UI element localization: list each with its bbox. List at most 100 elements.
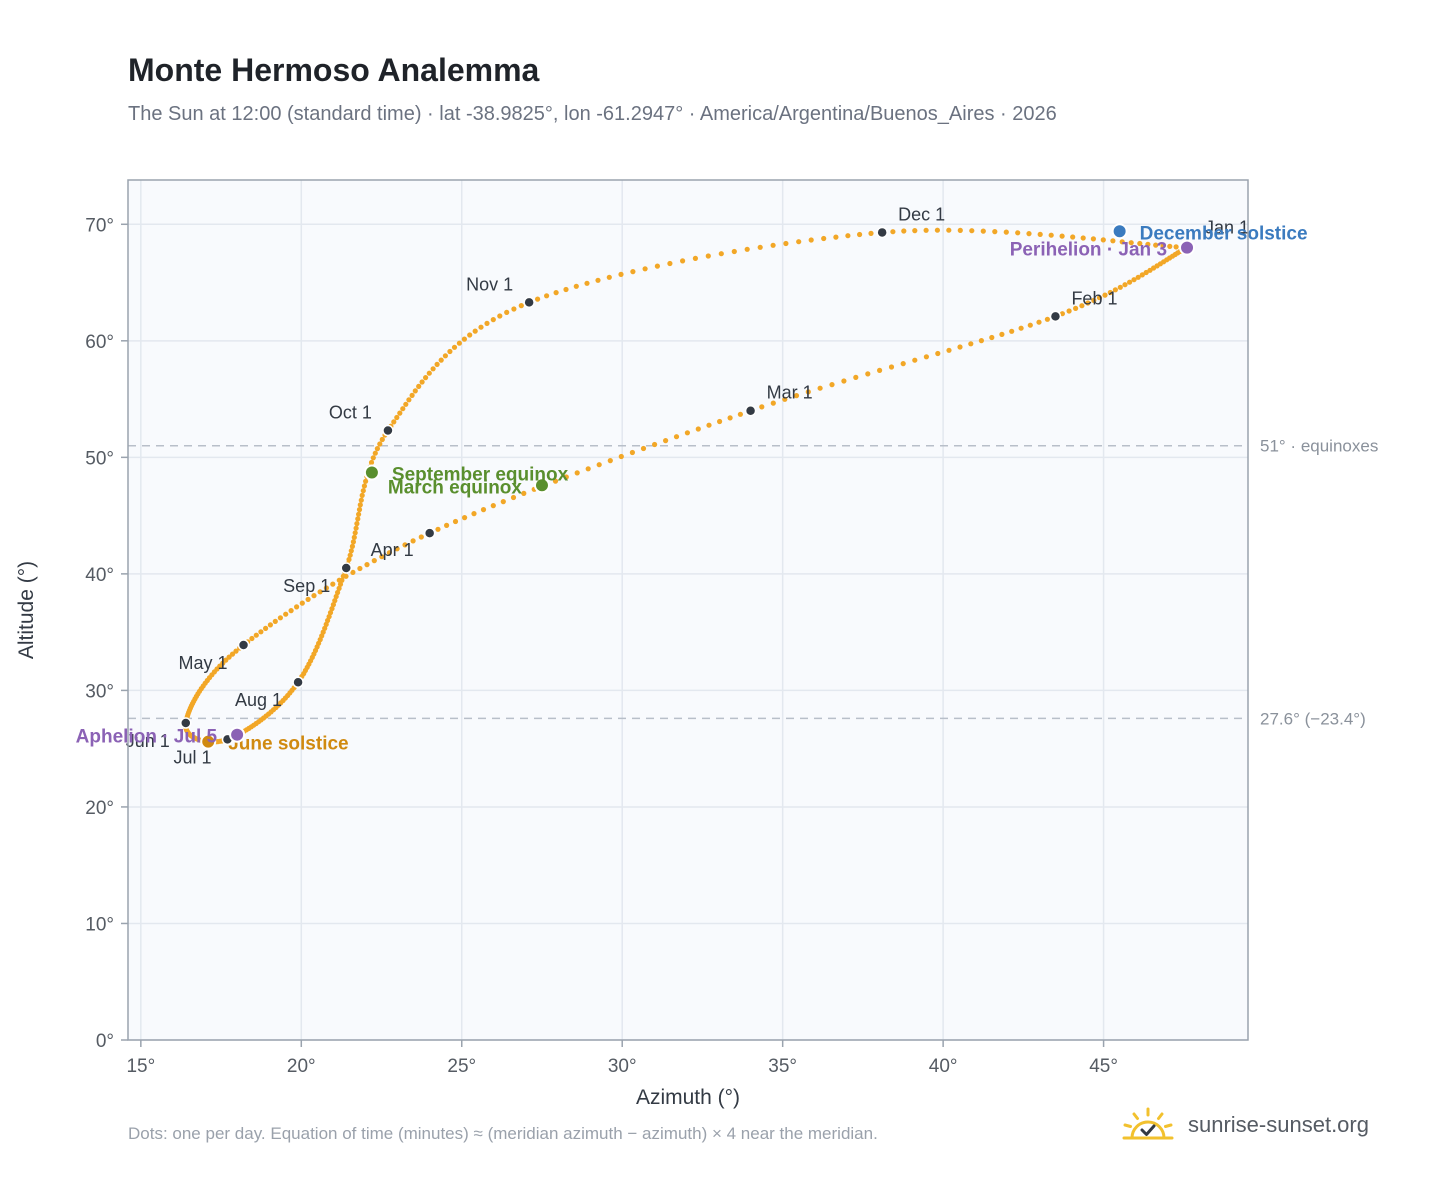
day-dot: [1090, 236, 1096, 242]
day-dot: [497, 313, 503, 319]
month-label: Feb 1: [1071, 288, 1117, 308]
day-dot: [416, 383, 422, 389]
day-dot: [574, 470, 580, 476]
day-dot: [573, 283, 579, 289]
day-dot: [521, 490, 527, 496]
day-dot: [325, 617, 331, 624]
day-dot: [1048, 232, 1054, 238]
chart-title: Monte Hermoso Analemma: [128, 52, 540, 88]
day-dot: [912, 357, 918, 363]
day-dot: [717, 418, 723, 425]
day-dot: [418, 534, 424, 540]
day-dot: [1145, 241, 1151, 247]
month-marker: [382, 424, 394, 437]
day-dot: [783, 240, 789, 247]
day-dot: [322, 625, 328, 631]
day-dot: [606, 274, 612, 280]
event-marker: [533, 477, 550, 494]
day-dot: [957, 227, 963, 233]
day-dot: [654, 263, 661, 269]
plot-background: [128, 180, 1248, 1040]
brand-logo[interactable]: sunrise-sunset.org: [1120, 1100, 1369, 1150]
day-dot: [335, 589, 341, 596]
x-tick-label: 40°: [929, 1056, 958, 1077]
day-dot: [890, 229, 896, 235]
day-dot: [805, 389, 811, 395]
day-dot: [757, 244, 763, 250]
day-dot: [391, 419, 397, 425]
day-dot: [900, 361, 906, 367]
day-dot: [364, 562, 370, 568]
day-dot: [480, 507, 487, 513]
day-dot: [357, 565, 363, 572]
day-dot: [695, 426, 701, 432]
day-dot: [1085, 300, 1091, 306]
day-dot: [356, 507, 363, 513]
month-label: Aug 1: [235, 690, 282, 710]
day-dot: [705, 253, 711, 259]
month-label: Oct 1: [329, 403, 372, 423]
day-dot: [368, 459, 375, 466]
month-label: Jul 1: [173, 747, 211, 767]
day-dot: [607, 458, 613, 464]
day-dot: [563, 286, 569, 293]
event-label: March equinox: [388, 477, 523, 498]
month-label: Jun 1: [126, 731, 170, 751]
day-dot: [430, 366, 436, 372]
day-dot: [253, 632, 259, 638]
day-dot: [841, 378, 847, 384]
day-dot: [1080, 235, 1086, 241]
day-dot: [865, 371, 871, 377]
day-dot: [332, 598, 338, 604]
month-marker: [876, 226, 888, 239]
day-dot: [410, 538, 416, 544]
day-dot: [770, 400, 776, 406]
day-dot: [346, 556, 352, 563]
day-dot: [377, 441, 383, 447]
day-dot: [327, 610, 334, 616]
day-dot: [333, 593, 339, 600]
day-dot: [640, 445, 647, 452]
y-tick-label: 70°: [85, 215, 114, 236]
day-dot: [1026, 231, 1032, 237]
day-dot: [357, 502, 363, 508]
x-tick-label: 20°: [287, 1056, 316, 1077]
day-dot: [1059, 233, 1065, 239]
day-dot: [992, 229, 998, 235]
day-dot: [793, 393, 800, 399]
x-tick-label: 35°: [768, 1056, 797, 1077]
y-tick-label: 30°: [85, 681, 114, 702]
day-dot: [1073, 305, 1079, 311]
day-dot: [1119, 239, 1125, 245]
day-dot: [317, 589, 323, 595]
month-marker: [423, 527, 436, 539]
day-dot: [923, 227, 929, 233]
day-dot: [1112, 287, 1118, 293]
day-dot: [630, 269, 636, 275]
day-dot: [946, 227, 952, 233]
day-dot: [326, 614, 332, 620]
day-dot: [249, 635, 255, 642]
day-dot: [402, 542, 408, 548]
reference-lines: 51° · equinoxes 27.6° (−23.4°): [128, 437, 1378, 728]
day-dot: [305, 596, 311, 603]
day-dot: [652, 441, 658, 448]
day-dot: [394, 414, 400, 421]
day-dot: [1102, 292, 1108, 298]
day-dot: [680, 258, 686, 264]
day-dot: [283, 611, 289, 617]
day-dot: [1027, 322, 1033, 328]
day-dot: [336, 585, 342, 592]
day-dot: [1128, 240, 1134, 246]
brand-name: sunrise-sunset.org: [1188, 1112, 1369, 1137]
day-dot: [511, 306, 517, 312]
day-dot: [845, 233, 851, 239]
day-dot: [759, 404, 765, 410]
day-dot: [435, 526, 441, 532]
day-dot: [923, 354, 930, 360]
day-dot: [629, 449, 636, 456]
day-dot: [467, 332, 473, 338]
day-dot: [731, 248, 737, 255]
day-dot: [1015, 230, 1021, 236]
month-label: Sep 1: [283, 576, 330, 596]
